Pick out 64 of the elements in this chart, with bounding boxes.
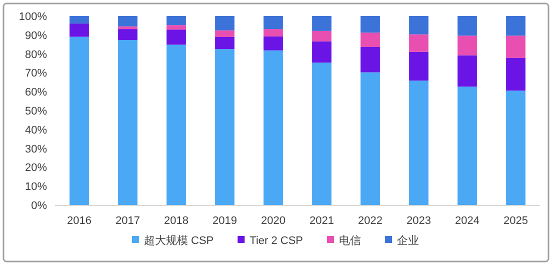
x-tick-label: 2021 (310, 215, 334, 227)
bar (409, 80, 428, 205)
bar (409, 34, 428, 52)
bar (70, 24, 89, 37)
y-tick-label: 90% (24, 30, 48, 42)
bar (409, 52, 428, 81)
y-tick-label: 80% (24, 48, 48, 61)
x-tick-label: 2025 (504, 215, 528, 227)
bar (312, 16, 332, 31)
bar (312, 41, 332, 63)
bar (458, 36, 477, 56)
x-tick-label: 2017 (116, 215, 140, 227)
y-tick-label: 40% (24, 124, 48, 136)
bar (166, 44, 186, 205)
bar (70, 36, 89, 205)
x-tick-label: 2023 (406, 215, 431, 227)
bar (458, 16, 477, 36)
x-tick-label: 2016 (67, 215, 92, 227)
bar (264, 29, 283, 36)
bar (458, 55, 477, 87)
bar (360, 16, 380, 33)
legend-label: 企业 (397, 234, 420, 247)
bar (215, 16, 234, 30)
y-tick-label: 0% (31, 200, 48, 212)
bar (506, 90, 526, 205)
bar (215, 30, 234, 37)
bar (118, 26, 138, 30)
x-tick-label: 2022 (358, 215, 382, 227)
bar (215, 49, 234, 205)
bar (118, 16, 138, 26)
bar (360, 32, 380, 47)
bar (360, 72, 380, 205)
bar (312, 30, 332, 42)
legend-label: Tier 2 CSP (250, 235, 304, 247)
y-tick-label: 30% (24, 143, 48, 156)
bar (264, 36, 283, 50)
bar (166, 30, 186, 45)
bar (264, 16, 283, 30)
bar (312, 62, 332, 205)
y-tick-label: 10% (24, 181, 48, 194)
legend-label: 超大规模 CSP (144, 234, 214, 247)
bar (506, 58, 526, 91)
bar (118, 40, 138, 205)
y-tick-label: 70% (24, 68, 48, 80)
bar (506, 36, 526, 58)
x-tick-label: 2018 (164, 215, 188, 227)
bar (166, 16, 186, 26)
bar (409, 16, 428, 34)
y-tick-label: 50% (24, 106, 48, 118)
legend-label: 电信 (339, 234, 362, 247)
bar (118, 29, 138, 40)
bar (360, 46, 380, 72)
bar (215, 36, 234, 50)
bar (264, 50, 283, 205)
bar (70, 16, 89, 24)
x-tick-label: 2019 (212, 215, 237, 227)
y-tick-label: 100% (18, 11, 48, 23)
bar (166, 25, 186, 30)
y-tick-label: 60% (24, 86, 48, 99)
y-tick-label: 20% (24, 162, 48, 174)
bar (458, 86, 477, 205)
bar (506, 16, 526, 36)
x-tick-label: 2020 (261, 215, 286, 227)
x-tick-label: 2024 (455, 215, 480, 227)
